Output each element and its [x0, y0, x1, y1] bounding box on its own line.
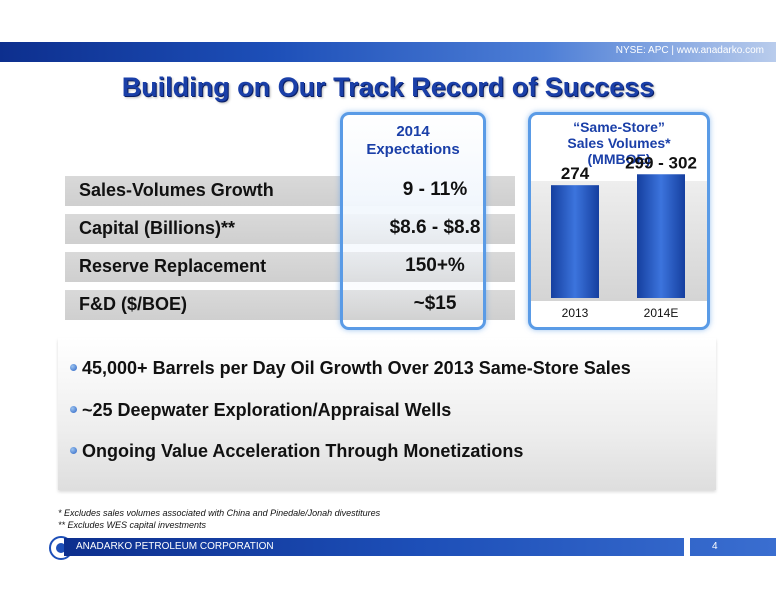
top-banner: NYSE: APC | www.anadarko.com: [0, 42, 776, 62]
page-number: 4: [712, 541, 718, 552]
metric-label: Sales-Volumes Growth: [79, 180, 274, 200]
company-name: ANADARKO PETROLEUM CORPORATION: [76, 541, 274, 552]
data-label-2014E: 299 - 302: [625, 153, 697, 172]
metric-label: Reserve Replacement: [79, 256, 267, 276]
chart-title-line: (MMBOE): [587, 151, 651, 167]
bullet-item: 45,000+ Barrels per Day Oil Growth Over …: [70, 358, 631, 379]
expectations-heading: 2014 Expectations: [343, 123, 483, 159]
data-label-2013: 274: [561, 164, 590, 183]
tick-label-2013: 2013: [562, 306, 589, 320]
bullets-panel: 45,000+ Barrels per Day Oil Growth Over …: [58, 338, 716, 490]
bullet-item: ~25 Deepwater Exploration/Appraisal Well…: [70, 400, 451, 421]
bullet-icon: [70, 406, 77, 413]
expectations-box: 2014 Expectations: [340, 112, 486, 330]
bullet-text: 45,000+ Barrels per Day Oil Growth Over …: [82, 358, 631, 378]
bullet-item: Ongoing Value Acceleration Through Monet…: [70, 441, 523, 462]
footer-bar: ANADARKO PETROLEUM CORPORATION 4: [64, 538, 776, 556]
chart-title-line: “Same-Store”: [573, 119, 665, 135]
bar-2013: [551, 185, 599, 298]
footnote-capital: ** Excludes WES capital investments: [58, 520, 207, 530]
chart-svg: 274 2013 299 - 302 2014E: [551, 153, 697, 320]
tick-label-2014E: 2014E: [644, 306, 679, 320]
sales-volume-chart: “Same-Store” Sales Volumes* (MMBOE) 274 2…: [528, 112, 710, 330]
bar-2014E: [637, 174, 685, 298]
slide-title: Building on Our Track Record of Success: [121, 72, 655, 102]
metric-label: Capital (Billions)**: [79, 218, 236, 238]
expectations-heading-label: Expectations: [366, 141, 460, 158]
metric-label: F&D ($/BOE): [79, 294, 187, 314]
bullet-icon: [70, 364, 77, 371]
footer-separator: [684, 538, 690, 556]
chart-title: “Same-Store” Sales Volumes* (MMBOE): [531, 119, 707, 167]
expectations-heading-year: 2014: [396, 123, 430, 140]
bullet-text: ~25 Deepwater Exploration/Appraisal Well…: [82, 400, 452, 420]
footnote-sales-volumes: * Excludes sales volumes associated with…: [58, 508, 381, 518]
ticker-text: NYSE: APC | www.anadarko.com: [615, 45, 764, 56]
bullet-text: Ongoing Value Acceleration Through Monet…: [82, 441, 524, 461]
bullet-icon: [70, 447, 77, 454]
chart-title-line: Sales Volumes*: [567, 135, 671, 151]
